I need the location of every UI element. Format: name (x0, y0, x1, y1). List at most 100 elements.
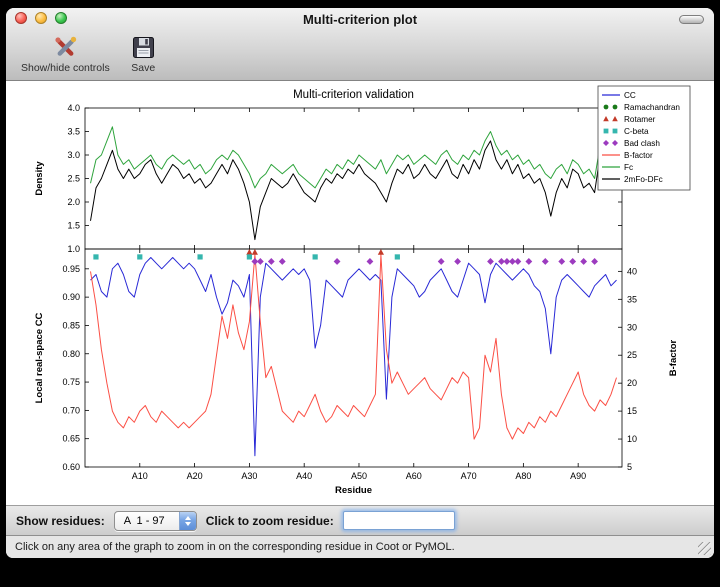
marker-Bad clash (580, 258, 587, 265)
marker-C-beta (247, 254, 252, 259)
y-tick-label: 3.5 (67, 127, 80, 137)
window-title: Multi-criterion plot (303, 12, 417, 27)
legend-label: 2mFo-DFc (624, 175, 663, 184)
residue-range-value: A 1 - 97 (115, 512, 179, 530)
series-2mFo-DFc (91, 141, 617, 240)
residue-range-dropdown[interactable]: A 1 - 97 (114, 511, 197, 531)
show-residues-label: Show residues: (16, 514, 105, 528)
multi-criterion-plot-window: Multi-criterion plot Show/hide controls (6, 8, 714, 558)
save-button[interactable]: Save (125, 33, 162, 75)
x-tick-label: A90 (570, 471, 586, 481)
legend-label: C-beta (624, 127, 649, 136)
marker-C-beta (93, 254, 98, 259)
marker-Bad clash (454, 258, 461, 265)
plot-content: Multi-criterion validation 1.0 1.5 2.0 2.5 3.… (6, 81, 714, 505)
marker-C-beta (197, 254, 202, 259)
y-tick-label: 1.0 (67, 244, 80, 254)
y-tick-label: 4.0 (67, 103, 80, 113)
marker-Bad clash (525, 258, 532, 265)
y-tick-label: 3.0 (67, 150, 80, 160)
panel-frame (85, 249, 622, 467)
y-axis-label: Local real-space CC (34, 312, 45, 403)
minimize-icon[interactable] (35, 12, 47, 24)
legend-label: Ramachandran (624, 103, 680, 112)
y-right-axis-label: B-factor (668, 339, 679, 376)
arrow-down-icon (185, 522, 191, 526)
x-tick-label: A40 (296, 471, 312, 481)
show-hide-controls-button[interactable]: Show/hide controls (16, 33, 115, 75)
y-right-tick-label: 30 (627, 322, 637, 332)
y-tick-label: 0.95 (62, 264, 80, 274)
marker-Rotamer (252, 249, 258, 255)
y-right-tick-label: 10 (627, 434, 637, 444)
x-axis-label: Residue (335, 485, 372, 496)
titlebar[interactable]: Multi-criterion plot (6, 8, 714, 30)
y-tick-label: 1.5 (67, 221, 80, 231)
window-chrome: Multi-criterion plot Show/hide controls (6, 8, 714, 81)
marker-Bad clash (257, 258, 264, 265)
y-tick-label: 0.75 (62, 377, 80, 387)
marker-Rotamer (246, 249, 252, 255)
save-label: Save (131, 62, 155, 74)
x-tick-label: A80 (515, 471, 531, 481)
series-B-factor (91, 255, 617, 440)
series-Fc (91, 127, 617, 188)
multi-criterion-chart[interactable]: Multi-criterion validation 1.0 1.5 2.0 2.5 3.… (28, 84, 692, 503)
y-right-tick-label: 40 (627, 266, 637, 276)
legend-label: CC (624, 91, 636, 100)
toolbar: Show/hide controls Save (6, 30, 714, 80)
y-tick-label: 0.90 (62, 292, 80, 302)
zoom-residue-label: Click to zoom residue: (206, 514, 334, 528)
marker-Bad clash (569, 258, 576, 265)
y-right-tick-label: 20 (627, 378, 637, 388)
x-tick-label: A30 (241, 471, 257, 481)
y-axis-label: Density (34, 161, 45, 196)
y-tick-label: 0.60 (62, 462, 80, 472)
marker-Bad clash (542, 258, 549, 265)
x-tick-label: A10 (132, 471, 148, 481)
legend-sample-C-beta (604, 129, 609, 134)
legend-sample-Ramachandran (613, 105, 618, 110)
y-tick-label: 0.65 (62, 434, 80, 444)
resize-grip[interactable] (698, 542, 711, 555)
controls-bar: Show residues: A 1 - 97 Click to zoom re… (6, 505, 714, 536)
y-tick-label: 2.0 (67, 197, 80, 207)
close-icon[interactable] (15, 12, 27, 24)
marker-Bad clash (591, 258, 598, 265)
y-tick-label: 0.80 (62, 349, 80, 359)
status-text: Click on any area of the graph to zoom i… (15, 541, 455, 553)
y-right-tick-label: 15 (627, 406, 637, 416)
marker-Bad clash (514, 258, 521, 265)
chart-title: Multi-criterion validation (293, 89, 414, 101)
marker-Bad clash (487, 258, 494, 265)
legend-label: Rotamer (624, 115, 656, 124)
y-tick-label: 0.70 (62, 405, 80, 415)
legend-label: Bad clash (624, 139, 660, 148)
marker-Bad clash (438, 258, 445, 265)
status-bar: Click on any area of the graph to zoom i… (6, 536, 714, 558)
traffic-lights (15, 12, 67, 24)
y-tick-label: 2.5 (67, 174, 80, 184)
legend-label: Fc (624, 163, 633, 172)
toolbar-capsule-icon[interactable] (679, 15, 704, 24)
dropdown-stepper-icon (179, 512, 196, 530)
x-tick-label: A20 (187, 471, 203, 481)
legend-sample-Ramachandran (604, 105, 609, 110)
show-hide-controls-label: Show/hide controls (21, 62, 110, 74)
y-right-tick-label: 35 (627, 294, 637, 304)
series-CC (91, 258, 617, 456)
arrow-up-icon (185, 516, 191, 520)
y-tick-label: 0.85 (62, 320, 80, 330)
marker-Bad clash (268, 258, 275, 265)
marker-C-beta (137, 254, 142, 259)
x-tick-label: A50 (351, 471, 367, 481)
zoom-icon[interactable] (55, 12, 67, 24)
marker-Bad clash (558, 258, 565, 265)
marker-Bad clash (279, 258, 286, 265)
x-tick-label: A60 (406, 471, 422, 481)
y-right-tick-label: 25 (627, 350, 637, 360)
zoom-residue-input[interactable] (343, 511, 455, 530)
save-icon (130, 34, 157, 61)
tools-icon (52, 34, 79, 61)
y-right-tick-label: 5 (627, 462, 632, 472)
